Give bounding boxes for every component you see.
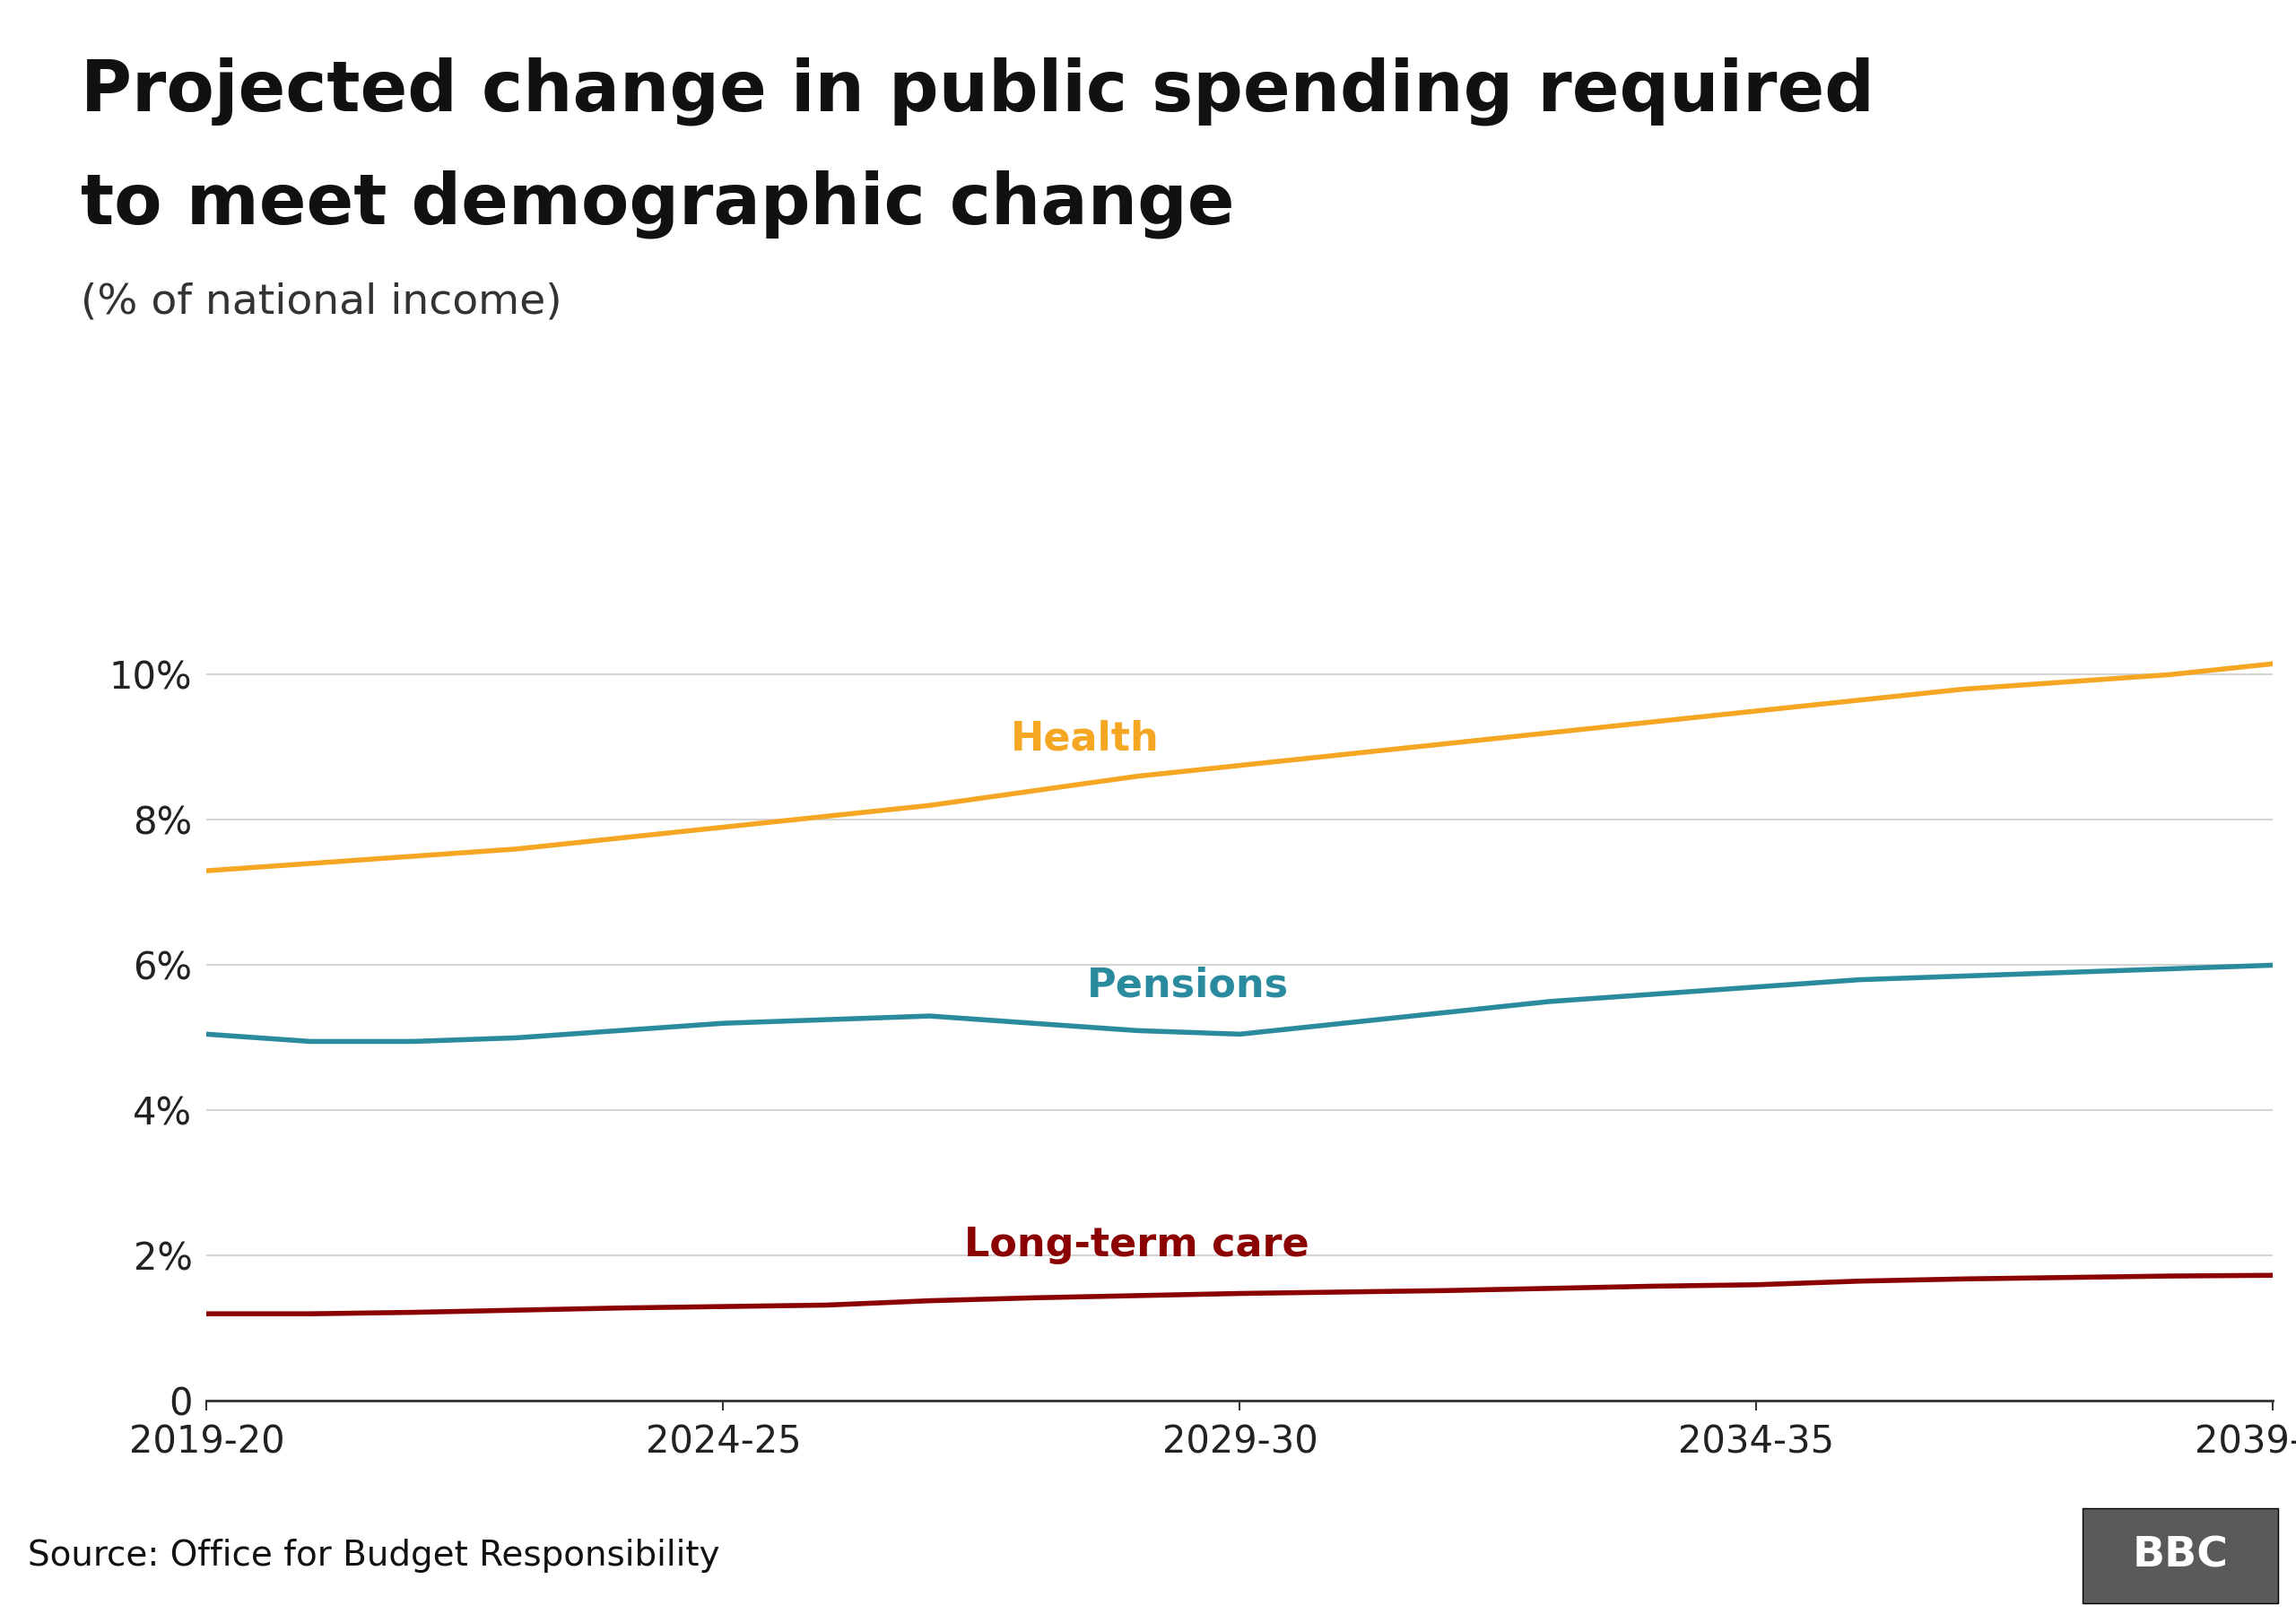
Text: to meet demographic change: to meet demographic change	[80, 169, 1235, 237]
Text: Source: Office for Budget Responsibility: Source: Office for Budget Responsibility	[28, 1538, 719, 1574]
Text: BBC: BBC	[2133, 1537, 2227, 1575]
FancyBboxPatch shape	[2082, 1507, 2278, 1604]
Text: (% of national income): (% of national income)	[80, 282, 563, 323]
Text: Projected change in public spending required: Projected change in public spending requ…	[80, 56, 1874, 126]
Text: Health: Health	[1010, 720, 1159, 759]
Text: Long-term care: Long-term care	[964, 1227, 1309, 1264]
Text: Pensions: Pensions	[1088, 967, 1288, 1006]
